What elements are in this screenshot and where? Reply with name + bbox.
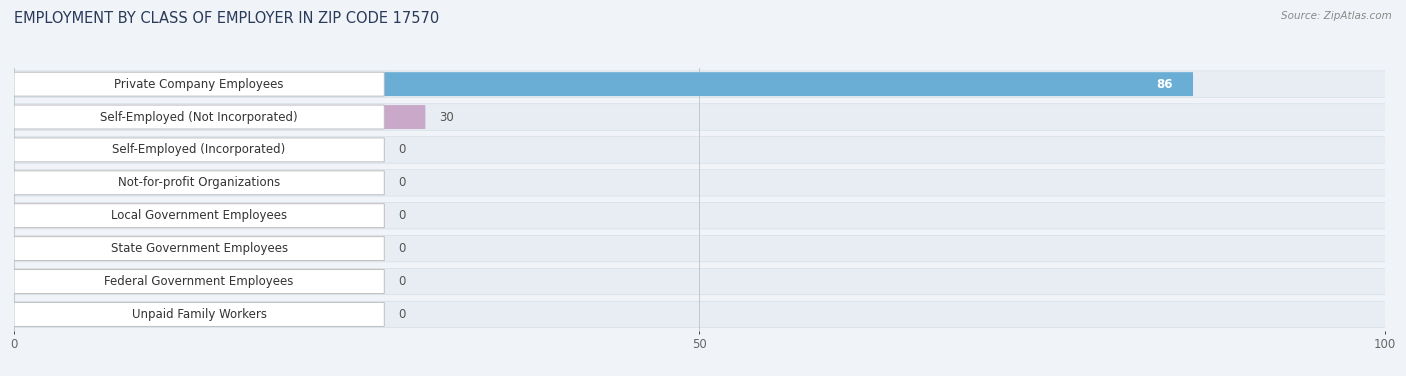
Text: State Government Employees: State Government Employees xyxy=(111,242,288,255)
Text: Unpaid Family Workers: Unpaid Family Workers xyxy=(132,308,267,321)
FancyBboxPatch shape xyxy=(7,137,1392,163)
FancyBboxPatch shape xyxy=(7,203,1392,229)
FancyBboxPatch shape xyxy=(14,138,384,162)
Text: 86: 86 xyxy=(1156,77,1173,91)
FancyBboxPatch shape xyxy=(14,171,384,195)
Text: Local Government Employees: Local Government Employees xyxy=(111,209,287,222)
FancyBboxPatch shape xyxy=(7,301,1392,327)
FancyBboxPatch shape xyxy=(14,204,384,228)
Text: EMPLOYMENT BY CLASS OF EMPLOYER IN ZIP CODE 17570: EMPLOYMENT BY CLASS OF EMPLOYER IN ZIP C… xyxy=(14,11,439,26)
FancyBboxPatch shape xyxy=(14,171,384,195)
FancyBboxPatch shape xyxy=(14,302,384,326)
Text: 0: 0 xyxy=(398,209,405,222)
FancyBboxPatch shape xyxy=(14,105,426,129)
FancyBboxPatch shape xyxy=(14,105,384,129)
FancyBboxPatch shape xyxy=(7,104,1392,130)
FancyBboxPatch shape xyxy=(14,237,384,261)
Text: Self-Employed (Incorporated): Self-Employed (Incorporated) xyxy=(112,143,285,156)
FancyBboxPatch shape xyxy=(14,72,384,96)
Text: Private Company Employees: Private Company Employees xyxy=(114,77,284,91)
Text: 0: 0 xyxy=(398,242,405,255)
FancyBboxPatch shape xyxy=(14,138,384,162)
Text: 0: 0 xyxy=(398,143,405,156)
FancyBboxPatch shape xyxy=(14,270,384,294)
FancyBboxPatch shape xyxy=(14,302,384,326)
FancyBboxPatch shape xyxy=(7,235,1392,262)
FancyBboxPatch shape xyxy=(14,270,384,294)
Text: 0: 0 xyxy=(398,176,405,190)
FancyBboxPatch shape xyxy=(14,237,384,261)
Text: Not-for-profit Organizations: Not-for-profit Organizations xyxy=(118,176,280,190)
FancyBboxPatch shape xyxy=(14,72,1194,96)
Text: Federal Government Employees: Federal Government Employees xyxy=(104,275,294,288)
Text: Source: ZipAtlas.com: Source: ZipAtlas.com xyxy=(1281,11,1392,21)
FancyBboxPatch shape xyxy=(14,204,384,228)
Text: 0: 0 xyxy=(398,275,405,288)
FancyBboxPatch shape xyxy=(7,170,1392,196)
FancyBboxPatch shape xyxy=(7,268,1392,295)
FancyBboxPatch shape xyxy=(7,71,1392,97)
Text: 0: 0 xyxy=(398,308,405,321)
Text: 30: 30 xyxy=(439,111,454,124)
Text: Self-Employed (Not Incorporated): Self-Employed (Not Incorporated) xyxy=(100,111,298,124)
